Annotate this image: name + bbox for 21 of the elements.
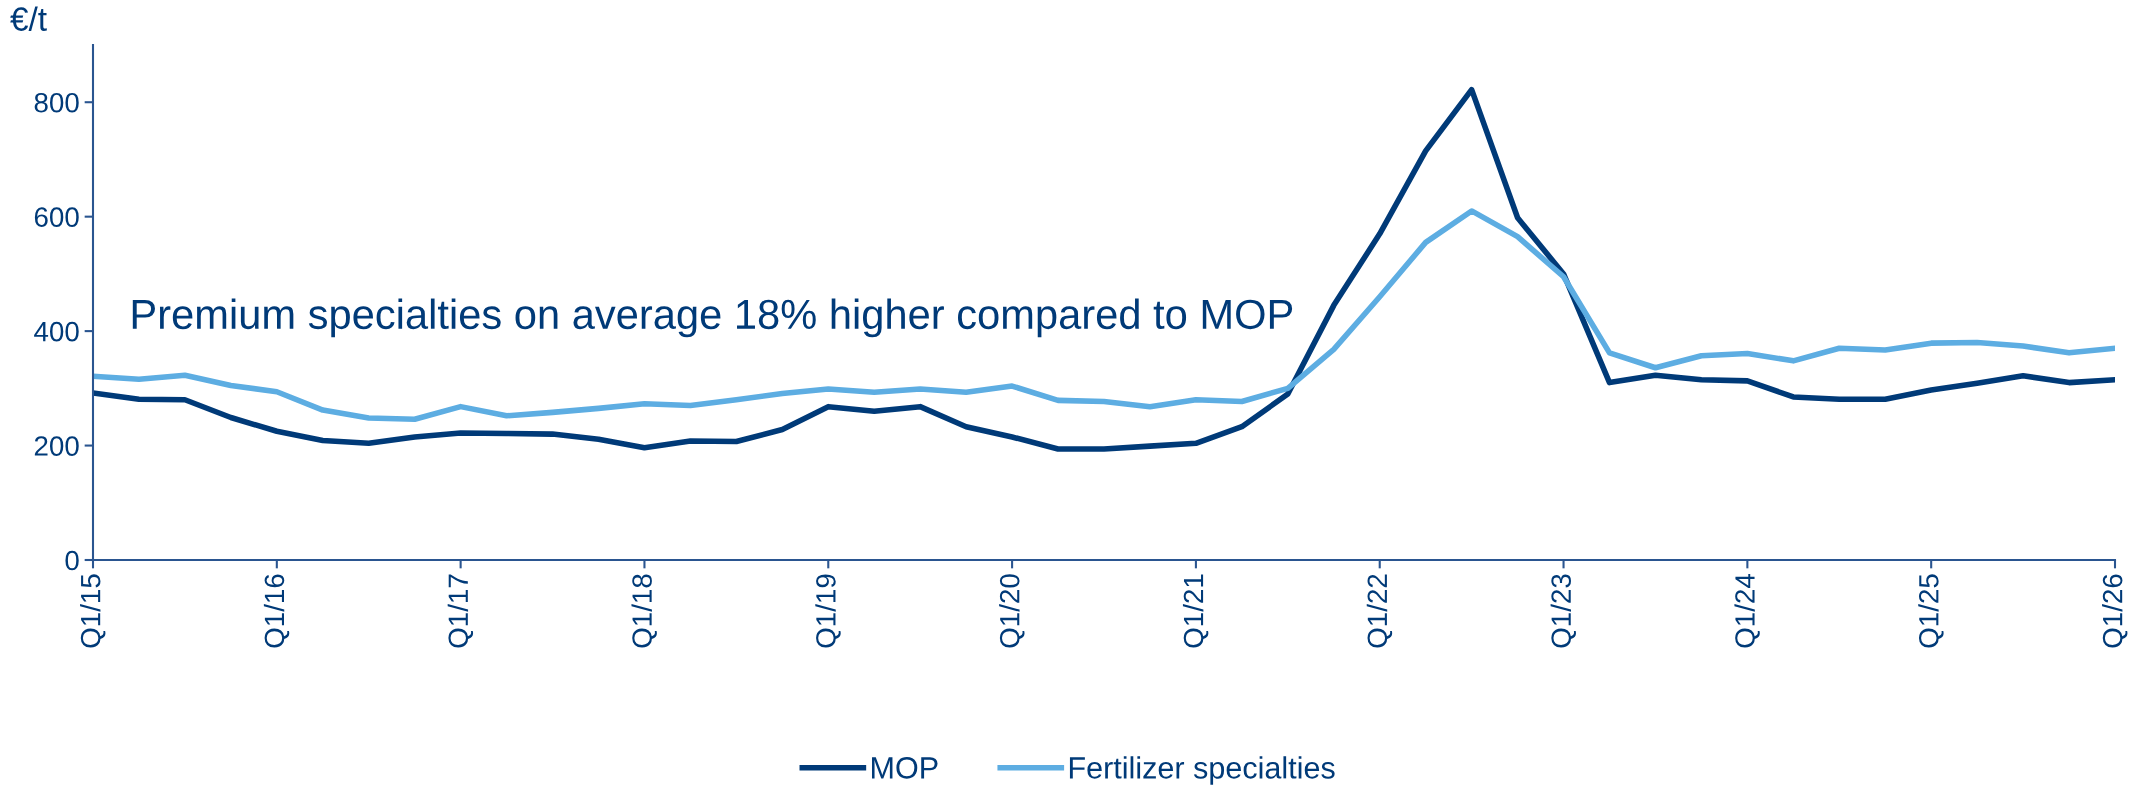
- x-tick-label: Q1/20: [999, 574, 1025, 648]
- x-tick-label: Q1/18: [631, 574, 657, 648]
- y-tick-label: 200: [34, 436, 79, 456]
- x-tick-label: Q1/26: [2102, 574, 2128, 648]
- y-tick-label: 0: [65, 550, 79, 571]
- y-tick-label: 400: [34, 321, 79, 342]
- x-tick-label: Q1/24: [1734, 574, 1760, 648]
- legend-label: Fertilizer specialties: [1069, 756, 1335, 785]
- y-tick-label: 600: [34, 207, 79, 228]
- x-tick-label: Q1/19: [815, 574, 841, 648]
- annotation: Premium specialties on average 18% higher compared to MOP: [132, 298, 1293, 338]
- y-tick-label: 800: [34, 92, 79, 113]
- x-tick-label: Q1/21: [1182, 574, 1209, 648]
- x-tick-label: Q1/16: [263, 574, 290, 648]
- x-tick-label: Q1/15: [80, 574, 106, 648]
- x-tick-label: Q1/22: [1366, 574, 1393, 648]
- legend-label: MOP: [872, 757, 938, 779]
- x-tick-label: Q1/25: [1918, 574, 1944, 648]
- x-tick-label: Q1/17: [447, 574, 474, 648]
- y-axis-title: €/t: [10, 6, 47, 31]
- x-tick-label: Q1/23: [1550, 574, 1576, 648]
